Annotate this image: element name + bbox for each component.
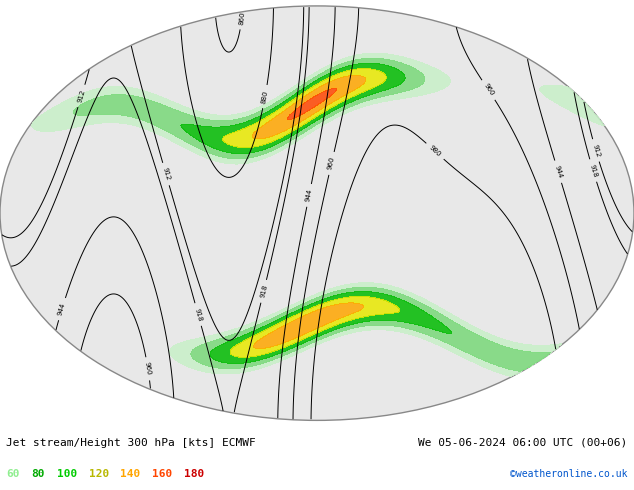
- Text: 140: 140: [120, 468, 141, 479]
- Text: 120: 120: [89, 468, 109, 479]
- Text: 960: 960: [482, 83, 495, 98]
- Text: 912: 912: [77, 89, 86, 103]
- Ellipse shape: [0, 6, 634, 420]
- Text: 944: 944: [553, 165, 563, 179]
- Text: Jet stream/Height 300 hPa [kts] ECMWF: Jet stream/Height 300 hPa [kts] ECMWF: [6, 438, 256, 448]
- Text: 912: 912: [161, 167, 171, 181]
- Text: 918: 918: [588, 163, 598, 178]
- Text: 860: 860: [238, 11, 245, 25]
- Text: 960: 960: [144, 362, 152, 376]
- Text: We 05-06-2024 06:00 UTC (00+06): We 05-06-2024 06:00 UTC (00+06): [418, 438, 628, 448]
- Text: 100: 100: [57, 468, 77, 479]
- Text: 960: 960: [327, 156, 336, 171]
- Text: 918: 918: [259, 284, 268, 298]
- Text: 980: 980: [428, 145, 442, 158]
- Text: 60: 60: [6, 468, 20, 479]
- Text: 918: 918: [193, 307, 203, 322]
- Text: 880: 880: [261, 89, 269, 104]
- Text: 180: 180: [184, 468, 204, 479]
- Text: ©weatheronline.co.uk: ©weatheronline.co.uk: [510, 468, 628, 479]
- Text: 944: 944: [57, 302, 67, 316]
- Text: 80: 80: [32, 468, 45, 479]
- Text: 160: 160: [152, 468, 172, 479]
- Text: 912: 912: [591, 143, 600, 158]
- Text: 944: 944: [305, 188, 313, 202]
